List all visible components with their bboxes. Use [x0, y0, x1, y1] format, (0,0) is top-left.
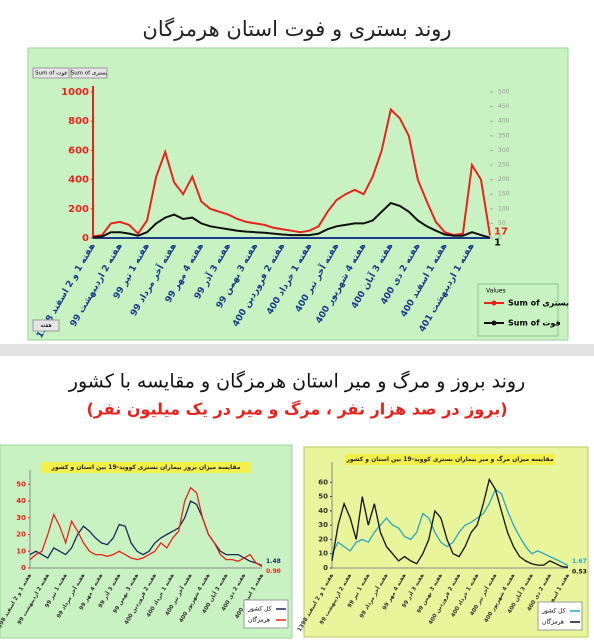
y2-tick-label: 0	[498, 235, 502, 242]
end-label: 1	[494, 238, 501, 249]
field-button-label: Sum of بستری	[71, 71, 108, 77]
end-label: 17	[494, 227, 508, 238]
y2-tick-label: 200	[498, 176, 510, 183]
y2-tick-label: 500	[498, 89, 510, 96]
y-tick-label: 10	[16, 547, 26, 555]
y-tick-label: 800	[68, 116, 89, 127]
legend-label: کل کشور	[247, 606, 272, 613]
chart-title: مقایسه میزان بروز بیماران بستری کووید-19…	[51, 464, 241, 471]
y-tick-label: 40	[16, 497, 26, 505]
y-tick-label: 30	[16, 514, 26, 522]
y-tick-label: 20	[16, 531, 26, 539]
chart-title-box	[345, 454, 555, 465]
legend-label: کل کشور	[541, 608, 566, 615]
y2-tick-label: 150	[498, 191, 510, 198]
page-title: روند بستری و فوت استان هرمزگان	[142, 17, 451, 41]
end-label: 0.90	[266, 568, 281, 575]
chart-title-box	[41, 462, 251, 473]
y-tick-label: 30	[318, 521, 328, 529]
legend-box	[243, 599, 289, 629]
section-subtitle: (بروز در صد هزار نفر ، مرگ و میر در یک م…	[86, 400, 507, 419]
y2-tick-label: 250	[498, 162, 510, 169]
y2-tick-label: 100	[498, 205, 510, 212]
y-tick-label: 40	[318, 507, 328, 515]
y-tick-label: 0	[323, 564, 328, 572]
legend-box	[537, 601, 583, 631]
y-tick-label: 0	[82, 233, 89, 244]
legend-label: Sum of بستری	[508, 299, 569, 308]
series-line	[92, 107, 491, 238]
section-title: روند بروز و مرگ و میر استان هرمزگان و مق…	[68, 370, 525, 393]
axis-button-label: هفته	[40, 322, 51, 329]
y2-tick-label: 450	[498, 103, 510, 110]
legend-title: Values	[486, 288, 506, 295]
series-line	[331, 488, 569, 567]
legend-label: هرمزگان	[542, 618, 564, 626]
y-tick-label: 200	[68, 204, 89, 215]
y-tick-label: 600	[68, 145, 89, 156]
field-button	[32, 67, 70, 79]
field-button-label: Sum of فوت	[35, 71, 67, 77]
end-label: 0.53	[572, 569, 587, 576]
legend-swatch	[491, 300, 497, 306]
y-tick-label: 1000	[61, 87, 89, 98]
y-tick-label: 0	[21, 564, 26, 572]
legend-box	[477, 283, 559, 337]
end-label: 1.48	[266, 558, 281, 565]
y-tick-label: 50	[318, 493, 328, 501]
chart-title: مقایسه میزان مرگ و میر بیماران بستری کوو…	[345, 455, 553, 463]
y-tick-label: 400	[68, 175, 89, 186]
legend-label: هرمزگان	[248, 616, 270, 624]
y2-tick-label: 50	[498, 220, 506, 227]
series-line	[331, 477, 569, 568]
y2-tick-label: 400	[498, 118, 510, 125]
y-tick-label: 50	[16, 480, 26, 488]
y2-tick-label: 350	[498, 132, 510, 139]
y-tick-label: 60	[318, 478, 328, 486]
axis-button	[32, 319, 60, 332]
field-button	[70, 67, 108, 79]
legend-label: Sum of فوت	[508, 319, 561, 328]
divider	[0, 344, 594, 356]
series-line	[29, 486, 263, 568]
y-tick-label: 20	[318, 535, 328, 543]
end-label: 1.67	[572, 558, 587, 565]
series-line	[29, 500, 263, 567]
y2-tick-label: 300	[498, 147, 510, 154]
legend-swatch	[491, 320, 497, 326]
y-tick-label: 10	[318, 550, 328, 558]
panel	[0, 444, 293, 639]
series-line	[92, 201, 491, 239]
